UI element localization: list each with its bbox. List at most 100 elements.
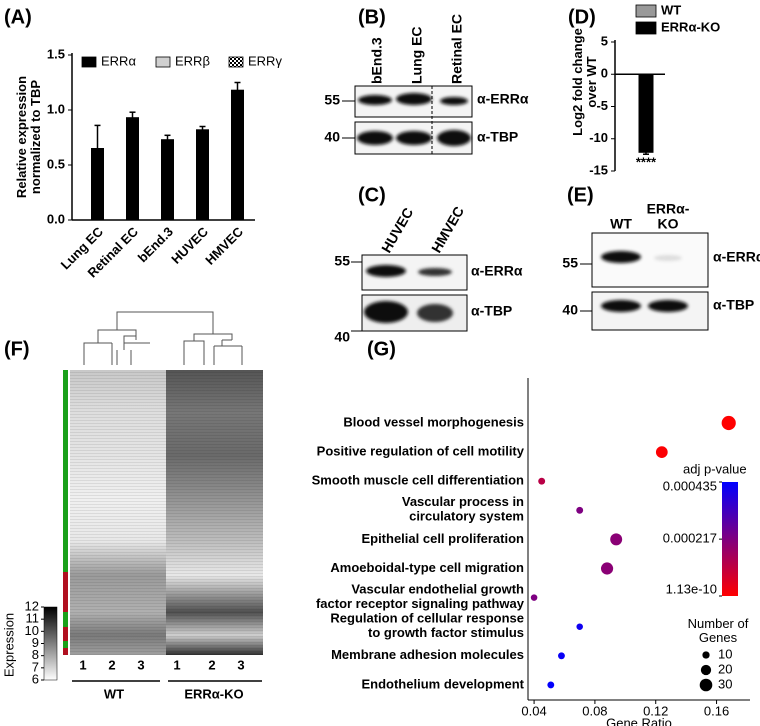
x-tick-label: 0.16 xyxy=(704,703,729,718)
size-legend-dot xyxy=(700,664,712,676)
legend-swatch xyxy=(635,4,657,18)
x-tick-label: 0.04 xyxy=(521,703,546,718)
legend-swatch xyxy=(635,21,657,35)
legend-label: ERRα-KO xyxy=(661,19,720,34)
antibody-label: α-TBP xyxy=(713,297,754,313)
panel-label: (E) xyxy=(567,184,594,206)
expression-colorbar xyxy=(43,606,58,681)
point xyxy=(600,562,614,575)
y-tick-label: Epithelial cell proliferation xyxy=(361,531,524,546)
x-tick-label: 0.12 xyxy=(643,703,668,718)
column-label: 2 xyxy=(208,657,215,672)
y-tick-label: Amoeboidal-type cell migration xyxy=(330,560,524,575)
point xyxy=(721,415,736,431)
y-tick-label: Vascular process in circulatory system xyxy=(402,495,524,524)
y-tick-label: 1.0 xyxy=(47,101,65,116)
bar xyxy=(161,139,174,221)
antibody-label: α-ERRα xyxy=(477,91,529,107)
panel-label: (F) xyxy=(4,338,30,360)
mw-marker: 55 xyxy=(562,255,578,271)
row-annotation xyxy=(63,370,68,572)
blot-frame xyxy=(591,291,709,331)
mw-marker: 40 xyxy=(324,129,340,145)
y-tick-label: 0.0 xyxy=(47,211,65,226)
y-axis-label: Log2 fold changeover WT xyxy=(570,28,599,136)
y-tick-label: 0 xyxy=(601,66,608,81)
colorbar-tick-label: 6 xyxy=(32,671,39,686)
panel-label: (G) xyxy=(367,338,396,360)
bar xyxy=(638,73,654,153)
y-tick-label: Positive regulation of cell motility xyxy=(317,444,525,459)
bar xyxy=(231,89,244,221)
x-tick-label: HMVEC xyxy=(202,224,246,268)
bar xyxy=(126,117,139,221)
colorbar-tick-label: 8 xyxy=(32,647,39,662)
antibody-label: α-TBP xyxy=(477,129,518,145)
y-tick-label: -10 xyxy=(589,130,608,145)
lane-label: Retinal EC xyxy=(449,14,465,84)
y-tick-label: -15 xyxy=(589,162,608,177)
bar xyxy=(196,129,209,221)
blot-e: WT ERRα-KO 55 40 α-ERRα α-TBP xyxy=(562,200,760,331)
y-tick-label: Regulation of cellular response to growth… xyxy=(330,611,524,640)
colorbar-tick-label: 7 xyxy=(32,659,39,674)
column-label: 3 xyxy=(137,657,144,672)
lane-label: Lung EC xyxy=(409,26,425,84)
legend-label: ERRβ xyxy=(175,53,210,68)
mw-marker: 40 xyxy=(334,329,350,345)
y-tick-label: 0.5 xyxy=(47,156,65,171)
x-axis-label: Gene Ratio xyxy=(606,715,672,726)
lane-label: WT xyxy=(610,216,632,232)
column-label: 1 xyxy=(173,657,180,672)
point xyxy=(538,477,546,485)
point xyxy=(576,623,583,630)
antibody-label: α-ERRα xyxy=(713,249,760,265)
colorbar xyxy=(722,482,738,596)
size-legend-dot xyxy=(702,651,710,659)
panel-label: (B) xyxy=(358,6,386,28)
y-tick-label: Membrane adhesion molecules xyxy=(331,647,524,662)
mw-marker: 55 xyxy=(324,92,340,108)
blot-c: HUVEC HMVEC 55 40 α-ERRα α-TBP xyxy=(334,204,522,345)
legend-swatch xyxy=(228,56,244,68)
legend-label: ERRα xyxy=(101,53,136,68)
colorbar-tick-label: 12 xyxy=(25,598,39,613)
point xyxy=(610,533,623,546)
legend-label: ERRγ xyxy=(248,53,282,68)
y-tick-label: Blood vessel morphogenesis xyxy=(343,414,524,429)
colorbar-title: adj p-value xyxy=(683,461,747,476)
panel-label: (D) xyxy=(568,6,596,28)
y-tick-label: 1.5 xyxy=(47,46,65,61)
colorbar-tick-label: 0.000435 xyxy=(663,478,717,493)
colorbar-tick-label: 10 xyxy=(25,623,39,638)
blot-b: bEnd.3 Lung EC Retinal EC 55 40 α-ERRα α… xyxy=(324,14,529,155)
point xyxy=(655,446,668,458)
lane-label: HMVEC xyxy=(428,204,467,256)
lane-label: HUVEC xyxy=(378,205,416,255)
y-tick-label: Vascular endothelial growth factor recept… xyxy=(316,582,525,611)
column-label: 3 xyxy=(237,657,244,672)
y-axis-label: Relative expressionnormalized to TBP xyxy=(14,76,43,198)
y-tick-label: Smooth muscle cell differentiation xyxy=(312,473,524,488)
mw-marker: 40 xyxy=(562,302,578,318)
legend-swatch xyxy=(155,56,171,68)
point xyxy=(530,594,538,601)
colorbar-tick-label: 11 xyxy=(26,611,40,626)
size-legend-label: 10 xyxy=(718,646,732,661)
colorbar-tick-label: 9 xyxy=(32,635,39,650)
antibody-label: α-TBP xyxy=(471,303,512,319)
size-legend-dot xyxy=(699,678,713,692)
colorbar-tick-label: 1.13e-10 xyxy=(666,581,717,596)
column-label: 1 xyxy=(79,657,86,672)
lane-label: ERRα-KO xyxy=(647,200,690,231)
annotation: **** xyxy=(636,154,657,169)
point xyxy=(558,652,565,660)
y-tick-label: 5 xyxy=(601,33,608,48)
mw-marker: 55 xyxy=(334,253,350,269)
heatmap: Expression 1 2 3 1 2 3 WT ERRα-KO xyxy=(1,311,263,701)
y-tick-label: -5 xyxy=(596,98,608,113)
panel-label: (C) xyxy=(358,184,386,206)
bar xyxy=(91,148,104,221)
dendrogram xyxy=(83,311,243,365)
